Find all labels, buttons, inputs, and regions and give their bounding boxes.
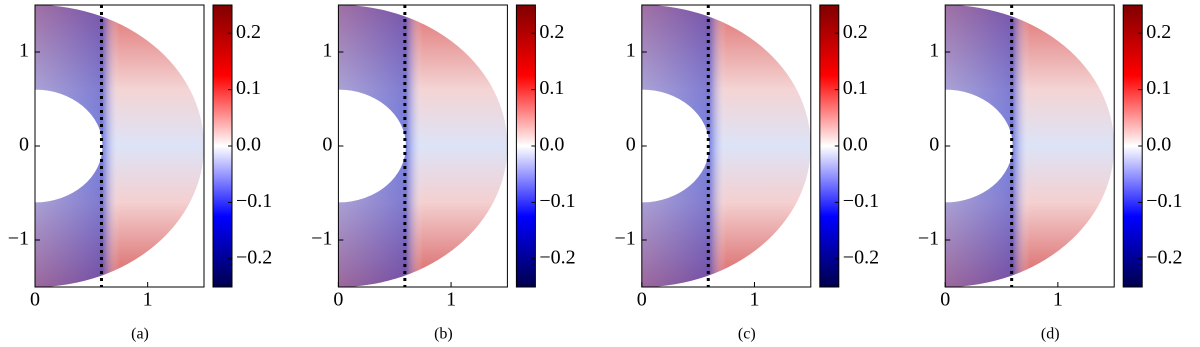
colorbar-tick-label: 0.0 xyxy=(236,134,261,156)
x-tick-label: 1 xyxy=(446,289,456,311)
x-tick-label: 1 xyxy=(1053,289,1063,311)
y-tick-label: −1 xyxy=(615,228,636,250)
field-shade xyxy=(641,5,811,287)
colorbar-tick-label: 0.0 xyxy=(539,134,564,156)
caption: (a) xyxy=(131,326,149,343)
colorbar-tick-label: −0.1 xyxy=(539,190,575,212)
colorbar-tick-label: 0.0 xyxy=(843,134,868,156)
colorbar-tick-label: −0.2 xyxy=(539,246,575,268)
y-tick-label: −1 xyxy=(8,228,29,250)
y-tick-label: 1 xyxy=(626,40,636,62)
colorbar-tick-label: −0.1 xyxy=(843,190,879,212)
colorbar-tick-label: 0.2 xyxy=(539,21,564,43)
caption: (d) xyxy=(1041,326,1060,343)
colorbar-tick-label: −0.2 xyxy=(1146,246,1182,268)
colorbar-tick-label: 0.0 xyxy=(1146,134,1171,156)
field-shade xyxy=(35,5,204,287)
x-tick-label: 0 xyxy=(940,289,950,311)
colorbar-tick-label: 0.1 xyxy=(236,77,261,99)
caption: (c) xyxy=(738,326,756,343)
y-tick-label: 1 xyxy=(322,40,332,62)
x-tick-label: 0 xyxy=(637,289,647,311)
caption: (b) xyxy=(434,326,453,343)
x-tick-label: 1 xyxy=(749,289,759,311)
field-shade xyxy=(338,5,508,287)
y-tick-label: −1 xyxy=(311,228,332,250)
colorbar-tick-label: 0.1 xyxy=(843,77,868,99)
y-tick-label: 0 xyxy=(929,134,939,156)
colorbar-tick-label: 0.2 xyxy=(843,21,868,43)
x-tick-label: 0 xyxy=(30,289,40,311)
y-tick-label: 1 xyxy=(929,40,939,62)
colorbar-tick-label: −0.2 xyxy=(236,246,272,268)
colorbar-tick-label: 0.1 xyxy=(539,77,564,99)
x-tick-label: 1 xyxy=(143,289,153,311)
y-tick-label: 0 xyxy=(322,134,332,156)
field-shade xyxy=(945,5,1115,287)
colorbar-tick-label: −0.2 xyxy=(843,246,879,268)
colorbar-tick-label: 0.2 xyxy=(1146,21,1171,43)
colorbar-tick-label: 0.2 xyxy=(236,21,261,43)
y-tick-label: −1 xyxy=(918,228,939,250)
x-tick-label: 0 xyxy=(333,289,343,311)
y-tick-label: 1 xyxy=(19,40,29,62)
y-tick-label: 0 xyxy=(626,134,636,156)
colorbar-tick-label: −0.1 xyxy=(1146,190,1182,212)
colorbar-tick-label: −0.1 xyxy=(236,190,272,212)
colorbar-tick-label: 0.1 xyxy=(1146,77,1171,99)
y-tick-label: 0 xyxy=(19,134,29,156)
